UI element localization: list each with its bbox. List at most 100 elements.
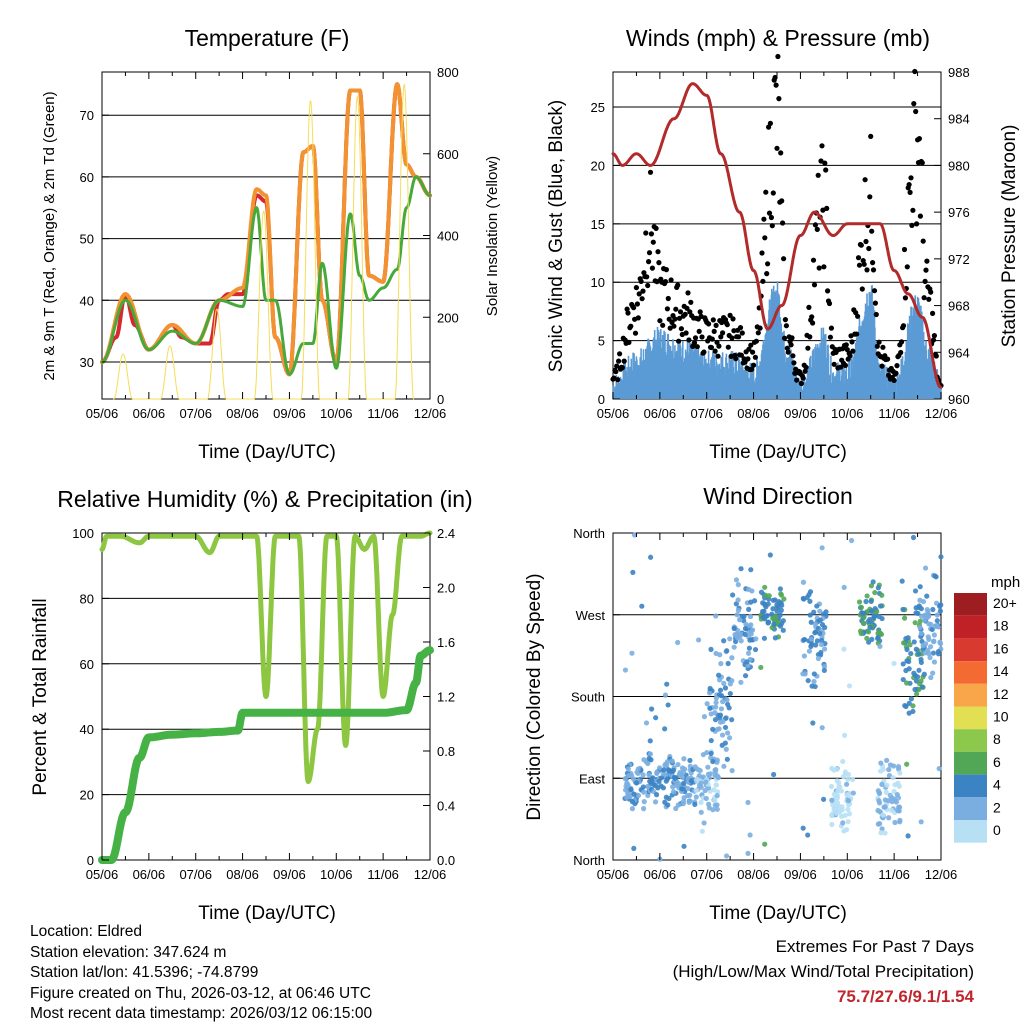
direction-point [917, 618, 923, 624]
legend-swatch [954, 774, 987, 798]
winds-x-ticks: 05/06 06/06 07/06 08/06 09/06 10/06 11/06 12/06 [597, 72, 958, 421]
direction-point [878, 760, 884, 766]
temperature-y2label: Solar Insolation (Yellow) [484, 156, 501, 316]
direction-point [747, 832, 753, 838]
y-tick-label: North [573, 853, 605, 868]
direction-point [801, 653, 808, 659]
gust-point [859, 286, 865, 292]
direction-point [640, 784, 646, 790]
direction-point [870, 579, 876, 585]
direction-point [937, 608, 943, 614]
gust-point [676, 338, 682, 344]
y2-tick-label: 0 [437, 392, 444, 407]
direction-point [926, 621, 932, 627]
direction-point [781, 596, 787, 602]
direction-point [910, 534, 917, 541]
gust-point [821, 264, 827, 270]
x-tick-label: 09/06 [273, 867, 306, 882]
direction-point [894, 791, 900, 798]
x-tick-label: 07/06 [179, 406, 212, 421]
direction-point [917, 584, 923, 590]
direction-point [708, 755, 714, 761]
gust-point [781, 335, 788, 341]
direction-point [629, 806, 636, 812]
direction-point [829, 797, 835, 803]
direction-point [710, 726, 716, 732]
direction-point [872, 589, 878, 596]
y2-tick-label: 2.4 [437, 526, 455, 541]
direction-point [735, 597, 741, 603]
direction-point [819, 637, 825, 644]
direction-point [688, 778, 694, 784]
direction-point [868, 598, 874, 605]
direction-point [923, 613, 929, 619]
direction-point [679, 786, 685, 792]
gust-point [688, 299, 694, 305]
direction-point [903, 667, 909, 674]
gust-point [628, 323, 634, 329]
direction-point [777, 623, 784, 629]
humidity-title: Relative Humidity (%) & Precipitation (i… [57, 486, 472, 512]
gust-point [864, 267, 870, 273]
gust-point [802, 368, 808, 374]
gust-point [697, 309, 703, 315]
direction-point [877, 643, 883, 649]
direction-point [662, 726, 668, 732]
direction-point [629, 799, 635, 805]
series-line [100, 175, 432, 376]
direction-point [869, 608, 875, 614]
direction-point [882, 830, 888, 836]
direction-point [922, 641, 929, 647]
legend-label: 14 [993, 663, 1009, 679]
direction-point [840, 758, 846, 765]
direction-point [705, 764, 711, 770]
direction-point [815, 655, 822, 662]
direction-point [731, 625, 737, 632]
direction-point [834, 766, 840, 772]
direction-point [771, 621, 777, 627]
station-info: Location: Eldred Station elevation: 347.… [30, 922, 372, 1025]
direction-point [645, 760, 651, 767]
gust-point [807, 334, 813, 340]
direction-point [762, 841, 768, 847]
direction-point [629, 650, 635, 656]
gust-point [920, 238, 926, 244]
legend-label: 16 [993, 640, 1009, 656]
direction-point [772, 635, 778, 641]
direction-point [670, 767, 677, 773]
direction-point [656, 778, 662, 785]
direction-point [737, 633, 743, 640]
gust-point [806, 304, 812, 310]
gust-point [866, 245, 872, 252]
direction-point [641, 799, 647, 805]
direction-point [930, 650, 937, 656]
direction-point [845, 776, 851, 782]
direction-point [856, 599, 863, 605]
direction-point [625, 790, 631, 797]
direction-point [807, 612, 813, 618]
gust-point [910, 207, 916, 213]
y-tick-label: 40 [80, 293, 94, 308]
direction-point [711, 787, 717, 793]
legend-label: 2 [993, 799, 1001, 815]
x-tick-label: 12/06 [925, 406, 958, 421]
temperature-xlabel: Time (Day/UTC) [198, 442, 336, 463]
direction-point [680, 801, 686, 807]
direction-x-ticks: 05/06 06/06 07/06 08/06 09/06 10/06 11/06 12/06 [597, 533, 957, 882]
direction-point [713, 613, 719, 619]
direction-point [625, 782, 631, 788]
gust-point [648, 231, 655, 237]
direction-point [892, 819, 898, 826]
direction-point [904, 658, 910, 664]
x-tick-label: 11/06 [367, 867, 399, 882]
x-tick-label: 09/06 [273, 406, 306, 421]
direction-point [807, 598, 813, 604]
direction-point [907, 642, 913, 648]
direction-point [930, 670, 936, 676]
direction-point [681, 756, 687, 762]
gust-point [625, 310, 631, 316]
legend-label: 10 [993, 709, 1009, 725]
y2-tick-label: 1.2 [437, 690, 455, 705]
gust-point [634, 301, 641, 307]
direction-point [713, 695, 719, 701]
